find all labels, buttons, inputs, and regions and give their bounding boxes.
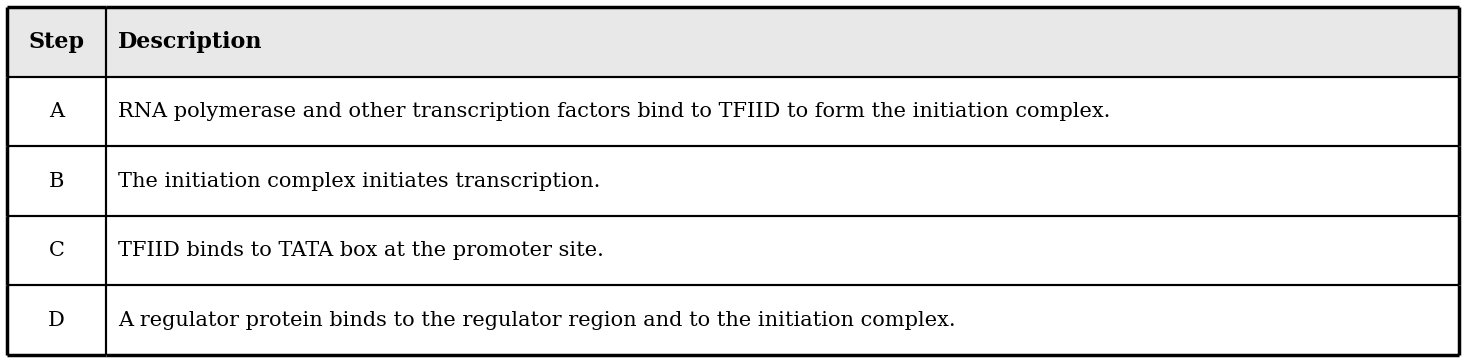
Text: D: D <box>48 311 65 329</box>
Bar <box>7 77 106 146</box>
Bar <box>7 285 106 355</box>
Text: Step: Step <box>29 31 85 53</box>
Bar <box>106 77 1459 146</box>
Text: B: B <box>48 172 65 190</box>
Bar <box>106 285 1459 355</box>
Bar <box>7 7 106 77</box>
Text: RNA polymerase and other transcription factors bind to TFIID to form the initiat: RNA polymerase and other transcription f… <box>117 102 1110 121</box>
Bar <box>7 146 106 216</box>
Text: A regulator protein binds to the regulator region and to the initiation complex.: A regulator protein binds to the regulat… <box>117 311 956 329</box>
Bar <box>106 216 1459 285</box>
Text: A: A <box>50 102 65 121</box>
Text: Description: Description <box>117 31 262 53</box>
Text: TFIID binds to TATA box at the promoter site.: TFIID binds to TATA box at the promoter … <box>117 241 604 260</box>
Bar <box>106 7 1459 77</box>
Text: C: C <box>48 241 65 260</box>
Text: The initiation complex initiates transcription.: The initiation complex initiates transcr… <box>117 172 600 190</box>
Bar <box>106 146 1459 216</box>
Bar <box>7 216 106 285</box>
